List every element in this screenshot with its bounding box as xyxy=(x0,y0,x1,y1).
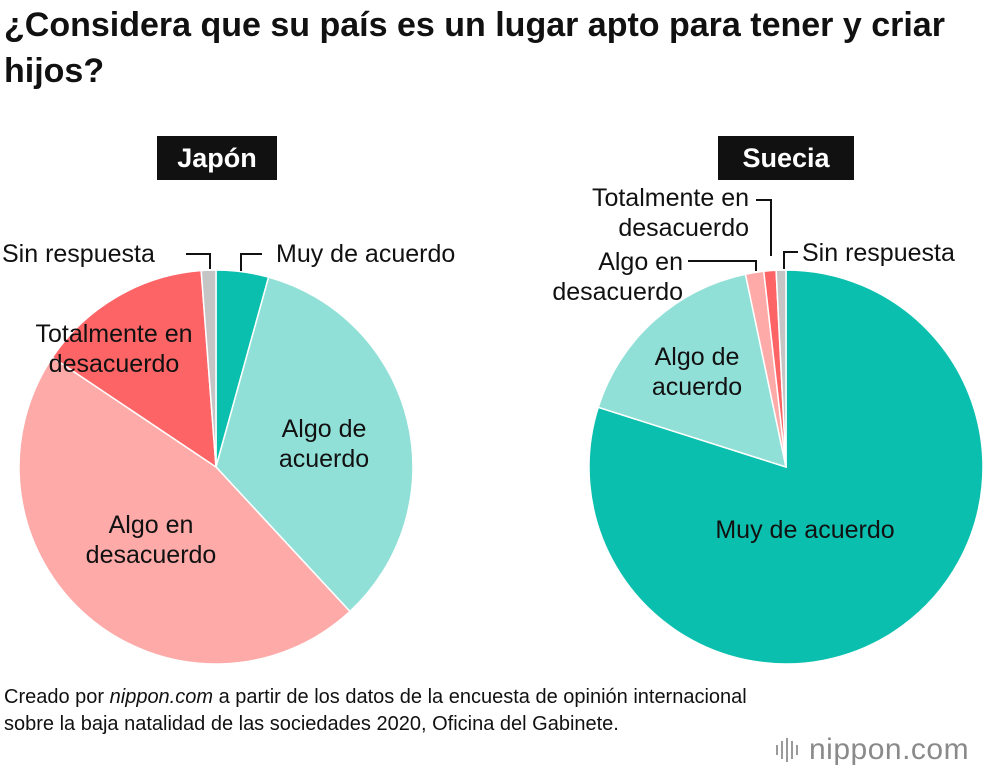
pie-slices-suecia xyxy=(588,269,984,665)
slice-japon-totalmente-en-desacuerdo xyxy=(51,269,217,469)
country-tag-suecia: Suecia xyxy=(742,143,830,173)
pie-chart-suecia: Suecia Muy de acuerdo Algo de acuerdo Tot… xyxy=(552,136,984,665)
pie-chart-japon: Japón Muy de acuerdo Sin respuesta Algo … xyxy=(2,136,455,665)
leader-line-japon-sin-respuesta xyxy=(186,253,211,269)
label-japon-muy-de-acuerdo: Muy de acuerdo xyxy=(276,240,455,268)
country-tag-japon: Japón xyxy=(177,143,257,173)
leader-line-suecia-totalmente-en-desacuerdo xyxy=(756,199,772,256)
slice-suecia-algo-de-acuerdo xyxy=(597,273,787,469)
logo-bars-icon xyxy=(776,738,801,762)
label-suecia-algo-en-desacuerdo: Algo en desacuerdo xyxy=(552,248,683,306)
label-japon-algo-en-desacuerdo: Algo en desacuerdo xyxy=(86,511,217,569)
source-note: Creado por nippon.com a partir de los da… xyxy=(4,684,784,738)
label-suecia-totalmente-en-desacuerdo: Totalmente en desacuerdo xyxy=(592,184,749,242)
label-suecia-algo-de-acuerdo: Algo de acuerdo xyxy=(652,343,742,401)
nippon-logo: nippon.com xyxy=(776,730,969,770)
label-japon-sin-respuesta: Sin respuesta xyxy=(2,240,155,268)
slice-japon-algo-de-acuerdo xyxy=(215,276,414,613)
slice-suecia-sin-respuesta xyxy=(775,269,787,468)
source-prefix: Creado por xyxy=(4,686,110,708)
source-site: nippon.com xyxy=(109,686,214,708)
leader-line-japon-muy-de-acuerdo xyxy=(240,253,262,271)
source-rest: a partir de los datos de la encuesta de … xyxy=(4,686,747,735)
pie-slices-japon xyxy=(18,269,414,665)
label-suecia-sin-respuesta: Sin respuesta xyxy=(802,239,955,267)
slice-japon-sin-respuesta xyxy=(200,269,217,468)
label-japon-algo-de-acuerdo: Algo de acuerdo xyxy=(279,415,369,473)
slice-japon-algo-en-desacuerdo xyxy=(18,356,352,665)
label-japon-totalmente-en-desacuerdo: Totalmente en desacuerdo xyxy=(35,320,192,378)
country-tag-bg-suecia xyxy=(718,136,854,180)
label-suecia-muy-de-acuerdo: Muy de acuerdo xyxy=(715,516,894,544)
leader-line-suecia-algo-en-desacuerdo xyxy=(688,260,757,271)
country-tag-bg-japon xyxy=(157,136,277,180)
logo-text: nippon.com xyxy=(809,733,970,766)
chart-title: ¿Considera que su país es un lugar apto … xyxy=(4,6,945,90)
leader-line-suecia-sin-respuesta xyxy=(783,251,798,269)
